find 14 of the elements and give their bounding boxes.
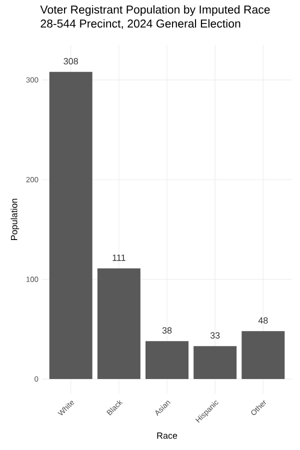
bar <box>242 331 285 380</box>
chart-subtitle: 28-544 Precinct, 2024 General Election <box>40 19 240 30</box>
chart-title: Voter Registrant Population by Imputed Race <box>40 5 270 16</box>
data-label: 38 <box>162 327 172 334</box>
data-label: 308 <box>64 58 78 64</box>
data-label: 111 <box>112 254 126 261</box>
x-axis-title: Race <box>157 432 178 439</box>
bar <box>97 268 140 380</box>
bar <box>194 346 237 380</box>
y-axis-title: Population <box>10 198 20 240</box>
bar <box>145 341 188 380</box>
data-label: 33 <box>210 332 220 339</box>
bar <box>49 72 92 380</box>
data-label: 48 <box>258 317 268 324</box>
